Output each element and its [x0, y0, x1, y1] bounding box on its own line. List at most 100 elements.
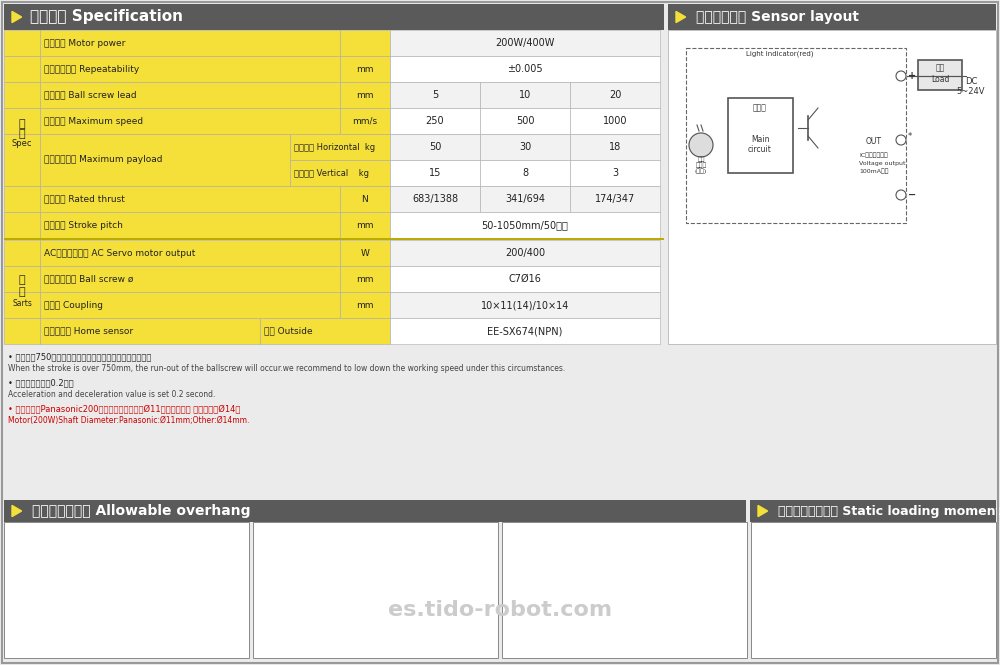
- Bar: [340, 82, 390, 108]
- Text: C7Ø16: C7Ø16: [509, 274, 541, 284]
- Bar: [480, 160, 570, 186]
- Bar: [4, 266, 40, 292]
- Text: *: *: [908, 132, 912, 142]
- Text: EE-SX674(NPN): EE-SX674(NPN): [487, 326, 563, 336]
- Text: circuit: circuit: [748, 144, 772, 154]
- Text: AC伺服马达容量 AC Servo motor output: AC伺服马达容量 AC Servo motor output: [44, 249, 195, 257]
- Text: Light indicator(red): Light indicator(red): [746, 51, 814, 57]
- Bar: [390, 134, 480, 160]
- Bar: [40, 134, 290, 186]
- Text: OUT: OUT: [866, 138, 882, 146]
- Text: ±0.005: ±0.005: [507, 64, 543, 74]
- Text: 滚珠螺杆外径 Ball screw ø: 滚珠螺杆外径 Ball screw ø: [44, 275, 133, 283]
- Bar: [340, 30, 390, 56]
- Bar: [4, 30, 40, 56]
- Bar: [290, 134, 390, 160]
- Bar: [918, 60, 962, 90]
- Text: mm: mm: [356, 90, 374, 100]
- Text: 入光: 入光: [697, 156, 705, 162]
- Text: mm: mm: [356, 65, 374, 74]
- Bar: [4, 4, 664, 30]
- Bar: [4, 82, 40, 108]
- Text: mm/s: mm/s: [352, 116, 378, 126]
- Text: • 马达加减速设加0.2秒。: • 马达加减速设加0.2秒。: [8, 378, 74, 387]
- Bar: [480, 82, 570, 108]
- Text: When the stroke is over 750mm, the run-out of the ballscrew will occur.we recomm: When the stroke is over 750mm, the run-o…: [8, 364, 565, 373]
- Bar: [340, 292, 390, 318]
- Bar: [260, 318, 390, 344]
- Text: 负载: 负载: [935, 63, 945, 72]
- Text: 定格推力 Rated thrust: 定格推力 Rated thrust: [44, 194, 125, 203]
- Bar: [4, 318, 40, 344]
- Text: 基本仕様 Specification: 基本仕様 Specification: [30, 9, 183, 25]
- Text: 規: 規: [19, 119, 25, 129]
- Text: Spec: Spec: [12, 140, 32, 148]
- Bar: [4, 56, 40, 82]
- Bar: [40, 108, 340, 134]
- Text: Sarts: Sarts: [12, 299, 32, 307]
- Bar: [340, 240, 390, 266]
- Text: • 行程超过750时，会产生螺杆偏摔，此时需要降速度运行。: • 行程超过750时，会产生螺杆偏摔，此时需要降速度运行。: [8, 352, 151, 361]
- Bar: [480, 108, 570, 134]
- Text: 10: 10: [519, 90, 531, 100]
- Text: 50-1050mm/50间距: 50-1050mm/50间距: [482, 220, 568, 230]
- Text: Voltage output: Voltage output: [859, 160, 906, 166]
- Text: N: N: [362, 194, 368, 203]
- Text: DC: DC: [965, 76, 977, 86]
- Text: 500: 500: [516, 116, 534, 126]
- Text: 30: 30: [519, 142, 531, 152]
- Bar: [40, 266, 340, 292]
- Bar: [390, 82, 480, 108]
- Polygon shape: [12, 505, 22, 517]
- Bar: [570, 160, 660, 186]
- Text: 静态容许负载惯量 Static loading moment: 静态容许负载惯量 Static loading moment: [778, 505, 1000, 517]
- Text: 最大可搞重量 Maximum payload: 最大可搞重量 Maximum payload: [44, 156, 162, 164]
- Bar: [4, 240, 40, 266]
- Bar: [4, 522, 249, 658]
- Text: 品: 品: [19, 287, 25, 297]
- Text: 垂直使用 Vertical    kg: 垂直使用 Vertical kg: [294, 168, 369, 178]
- Text: 指示灯: 指示灯: [695, 162, 707, 168]
- Text: es.tido-robot.com: es.tido-robot.com: [388, 600, 612, 620]
- Bar: [290, 160, 390, 186]
- Text: (红色): (红色): [695, 168, 707, 174]
- Bar: [668, 4, 996, 30]
- Bar: [750, 500, 996, 522]
- Bar: [751, 522, 996, 658]
- Bar: [390, 240, 660, 266]
- Text: 外挂 Outside: 外挂 Outside: [264, 327, 313, 336]
- Bar: [4, 500, 746, 522]
- Text: mm: mm: [356, 301, 374, 309]
- Bar: [340, 56, 390, 82]
- Circle shape: [689, 133, 713, 157]
- Text: mm: mm: [356, 275, 374, 283]
- Text: 174/347: 174/347: [595, 194, 635, 204]
- Bar: [40, 318, 260, 344]
- Text: 原点感应器 Home sensor: 原点感应器 Home sensor: [44, 327, 133, 336]
- Bar: [728, 98, 793, 173]
- Polygon shape: [676, 11, 686, 23]
- Bar: [340, 108, 390, 134]
- Bar: [570, 82, 660, 108]
- Bar: [480, 134, 570, 160]
- Text: 格: 格: [19, 129, 25, 139]
- Bar: [4, 212, 40, 238]
- Text: 100mA以下: 100mA以下: [859, 168, 889, 174]
- Bar: [390, 186, 480, 212]
- Bar: [390, 108, 480, 134]
- Text: 5~24V: 5~24V: [957, 86, 985, 96]
- Bar: [686, 48, 906, 223]
- Text: 20: 20: [609, 90, 621, 100]
- Bar: [40, 56, 340, 82]
- Polygon shape: [758, 505, 768, 517]
- Text: W: W: [361, 249, 369, 257]
- Bar: [480, 186, 570, 212]
- Bar: [4, 186, 40, 212]
- Text: 感应器接线图 Sensor layout: 感应器接线图 Sensor layout: [696, 10, 859, 24]
- Bar: [390, 30, 660, 56]
- Text: 1000: 1000: [603, 116, 627, 126]
- Bar: [40, 292, 340, 318]
- Text: 最高速度 Maximum speed: 最高速度 Maximum speed: [44, 116, 143, 126]
- Bar: [390, 292, 660, 318]
- Text: 标准行程 Stroke pitch: 标准行程 Stroke pitch: [44, 221, 123, 229]
